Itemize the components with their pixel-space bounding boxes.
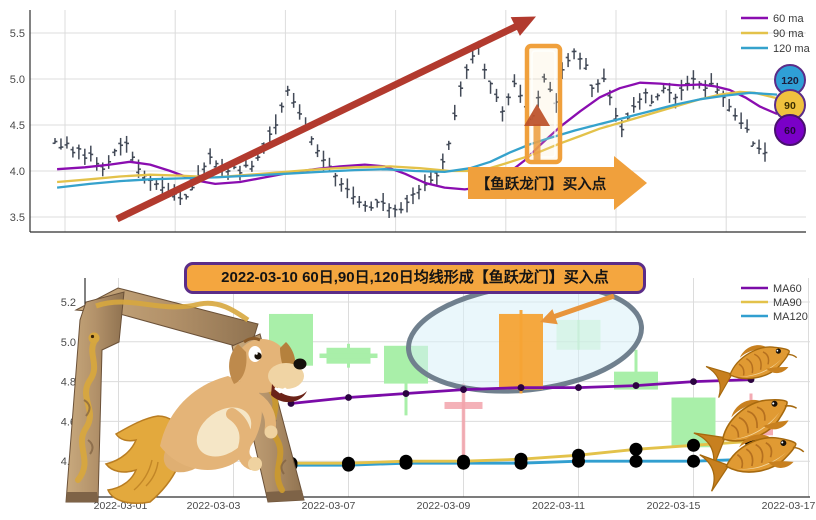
- y-tick-label: 5.5: [10, 28, 25, 40]
- bottom-legend: MA60 MA90 MA120: [741, 283, 808, 323]
- ma-line-120ma: [56, 91, 778, 189]
- ma-marker-MA60: [460, 386, 467, 393]
- ma-marker-MA60: [632, 382, 640, 389]
- ma-marker-MA60: [690, 378, 697, 385]
- ma-marker-MA90: [457, 454, 470, 468]
- ma-marker-MA90: [399, 454, 413, 468]
- ma-marker-MA90: [514, 452, 528, 466]
- ma-marker-MA90: [687, 438, 700, 452]
- y-tick-label: 4.8: [61, 377, 76, 389]
- ma-badge-60-circle: [774, 114, 806, 146]
- signal-candle-layer: [499, 309, 543, 394]
- trend-arrow: [115, 16, 536, 223]
- y-tick-label: 5.0: [10, 74, 25, 86]
- top-price-chart: 5.5 5.0 4.5 4.0 3.5 【鱼跃龙门】买入点 60 ma 90 ma 120 …: [10, 10, 811, 233]
- y-tick-label: 4.5: [10, 120, 25, 132]
- x-tick-label: 2022-03-17: [762, 500, 816, 512]
- ma-marker-MA60: [345, 394, 352, 401]
- ma-marker-MA120: [687, 454, 700, 468]
- legend-label: 90 ma: [773, 28, 804, 40]
- legend-label: MA90: [773, 297, 802, 309]
- y-tick-label: 5.0: [61, 337, 76, 349]
- top-price-bars: [52, 40, 768, 218]
- ma-marker-MA90: [629, 442, 643, 456]
- x-tick-label: 2022-03-07: [302, 500, 356, 512]
- doji-bar: [444, 401, 483, 409]
- signal-highlight-rect: [524, 43, 563, 165]
- bottom-chart-title: 2022-03-10 60日,90日,120日均线形成【鱼跃龙门】买入点: [184, 262, 646, 294]
- legend-label: MA60: [773, 283, 802, 295]
- bottom-ma-lines: [284, 376, 758, 472]
- top-axes: [29, 10, 806, 233]
- candle-mid-bar: [319, 353, 378, 359]
- x-tick-label: 2022-03-09: [417, 500, 471, 512]
- ma-marker-MA90: [572, 448, 585, 462]
- ma-marker-MA90: [342, 456, 355, 470]
- legend-label: 60 ma: [773, 13, 804, 25]
- buy-up-arrow-icon: [524, 104, 550, 160]
- candle-body: [499, 313, 543, 390]
- x-tick-label: 2022-03-03: [187, 500, 241, 512]
- ma-badge-90-label: 90: [784, 100, 796, 112]
- top-legend: 60 ma 90 ma 120 ma: [741, 13, 811, 55]
- x-tick-label: 2022-03-15: [647, 500, 701, 512]
- top-gridlines: [30, 10, 806, 232]
- y-tick-label: 3.5: [10, 212, 25, 224]
- legend-label: 120 ma: [773, 43, 811, 55]
- ma-marker-MA60: [517, 384, 525, 391]
- ma-marker-MA60: [575, 384, 582, 391]
- x-tick-label: 2022-03-11: [532, 500, 585, 512]
- ma-badge-60: 60: [774, 114, 806, 146]
- top-y-tick-labels: 5.5 5.0 4.5 4.0 3.5: [10, 28, 25, 224]
- dog-fish-image: [104, 336, 307, 504]
- buy-point-banner: 【鱼跃龙门】买入点: [468, 156, 647, 210]
- ma-badge-60-label: 60: [784, 125, 796, 137]
- y-tick-label: 5.2: [61, 297, 76, 309]
- title-pointer-arrow: [540, 293, 615, 325]
- ma-badge-120-label: 120: [781, 75, 799, 87]
- legend-label: MA120: [773, 311, 808, 323]
- buy-point-banner-label: 【鱼跃龙门】买入点: [476, 175, 607, 193]
- ma-marker-MA60: [402, 390, 410, 397]
- y-tick-label: 4.0: [10, 166, 25, 178]
- ma-marker-MA120: [629, 454, 643, 468]
